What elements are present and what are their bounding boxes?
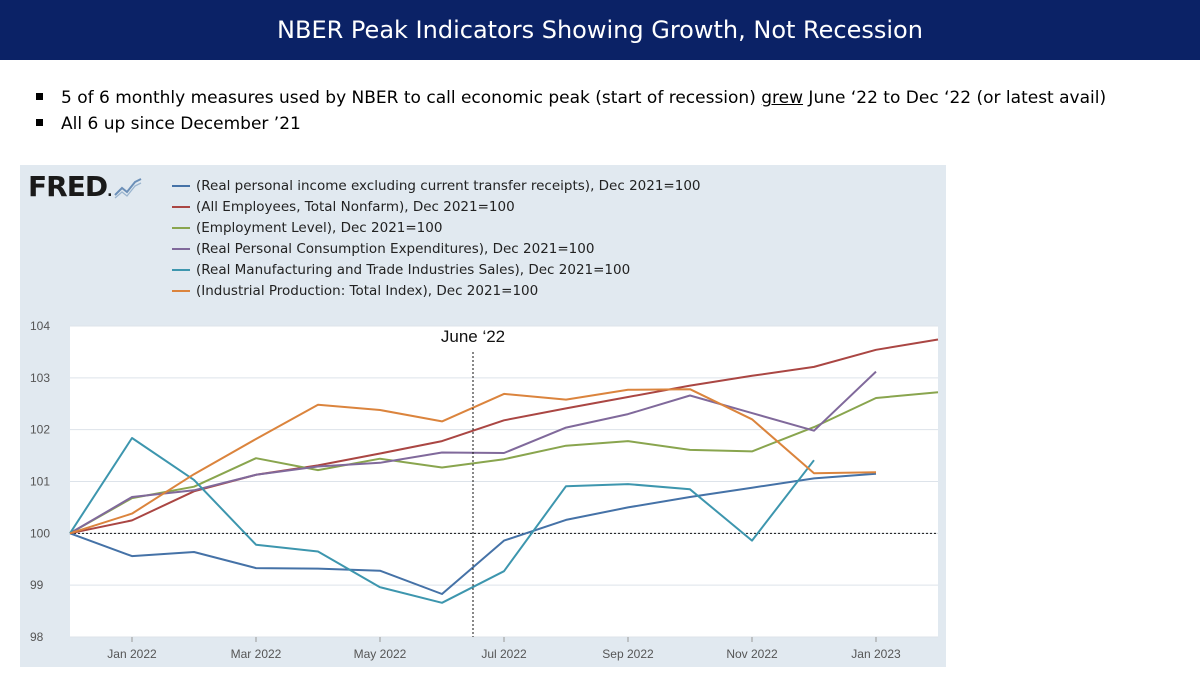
annotation-label: June ‘22 — [441, 327, 505, 346]
x-tick-label: Jul 2022 — [481, 647, 527, 661]
x-tick-label: May 2022 — [354, 647, 407, 661]
series-line-5 — [69, 437, 815, 604]
fred-logo: FRED. — [28, 171, 143, 208]
x-tick-label: Jan 2023 — [851, 647, 901, 661]
x-tick-label: Jan 2022 — [107, 647, 157, 661]
legend-label: (Real Manufacturing and Trade Industries… — [196, 261, 631, 278]
bullet-2-text: All 6 up since December ’21 — [61, 114, 301, 134]
legend-swatch — [172, 289, 190, 292]
y-tick-label: 98 — [30, 630, 44, 644]
y-tick-label: 101 — [30, 475, 50, 489]
legend-item-6: (Industrial Production: Total Index), De… — [172, 280, 701, 301]
legend-label: (Real Personal Consumption Expenditures)… — [196, 240, 595, 257]
bullet-1-emphasis: grew — [761, 88, 804, 108]
legend-item-1: (Real personal income excluding current … — [172, 175, 701, 196]
bullet-square-icon — [36, 93, 43, 100]
legend-label: (All Employees, Total Nonfarm), Dec 2021… — [196, 198, 515, 215]
y-tick-label: 103 — [30, 371, 50, 385]
bullet-1-text: 5 of 6 monthly measures used by NBER to … — [61, 88, 1106, 108]
bullet-list: 5 of 6 monthly measures used by NBER to … — [36, 88, 1106, 140]
bullet-1-prefix: 5 of 6 monthly measures used by NBER to … — [61, 88, 762, 108]
y-tick-label: 102 — [30, 423, 50, 437]
series-line-3 — [69, 391, 939, 535]
y-tick-label: 99 — [30, 578, 44, 592]
bullet-square-icon — [36, 119, 43, 126]
x-tick-label: Sep 2022 — [602, 647, 654, 661]
bullet-item-1: 5 of 6 monthly measures used by NBER to … — [36, 88, 1106, 114]
legend-swatch — [172, 184, 190, 187]
legend-swatch — [172, 226, 190, 229]
legend-item-3: (Employment Level), Dec 2021=100 — [172, 217, 701, 238]
legend-item-2: (All Employees, Total Nonfarm), Dec 2021… — [172, 196, 701, 217]
legend-label: (Real personal income excluding current … — [196, 177, 701, 194]
y-tick-label: 104 — [30, 319, 50, 333]
slide-title: NBER Peak Indicators Showing Growth, Not… — [277, 16, 923, 44]
y-tick-label: 100 — [30, 526, 50, 540]
bullet-1-suffix: June ‘22 to Dec ‘22 (or latest avail) — [803, 88, 1107, 108]
slide-title-bar: NBER Peak Indicators Showing Growth, Not… — [0, 0, 1200, 60]
x-tick-label: Nov 2022 — [726, 647, 778, 661]
series-line-1 — [69, 472, 877, 595]
legend-item-4: (Real Personal Consumption Expenditures)… — [172, 238, 701, 259]
legend-swatch — [172, 205, 190, 208]
fred-graph-icon — [114, 178, 142, 199]
legend-label: (Employment Level), Dec 2021=100 — [196, 219, 443, 236]
x-tick-label: Mar 2022 — [231, 647, 282, 661]
legend-label: (Industrial Production: Total Index), De… — [196, 282, 539, 299]
fred-logo-text: FRED. — [28, 170, 112, 203]
line-chart: 98 99 100 101 102 103 104 Jan 2022 Mar 2022 May 2… — [30, 319, 939, 661]
series-line-6 — [69, 388, 877, 535]
chart-legend: (Real personal income excluding current … — [172, 175, 701, 301]
legend-swatch — [172, 247, 190, 250]
legend-item-5: (Real Manufacturing and Trade Industries… — [172, 259, 701, 280]
legend-swatch — [172, 268, 190, 271]
fred-chart-panel: 98 99 100 101 102 103 104 Jan 2022 Mar 2022 May 2… — [20, 165, 946, 667]
bullet-item-2: All 6 up since December ’21 — [36, 114, 1106, 140]
